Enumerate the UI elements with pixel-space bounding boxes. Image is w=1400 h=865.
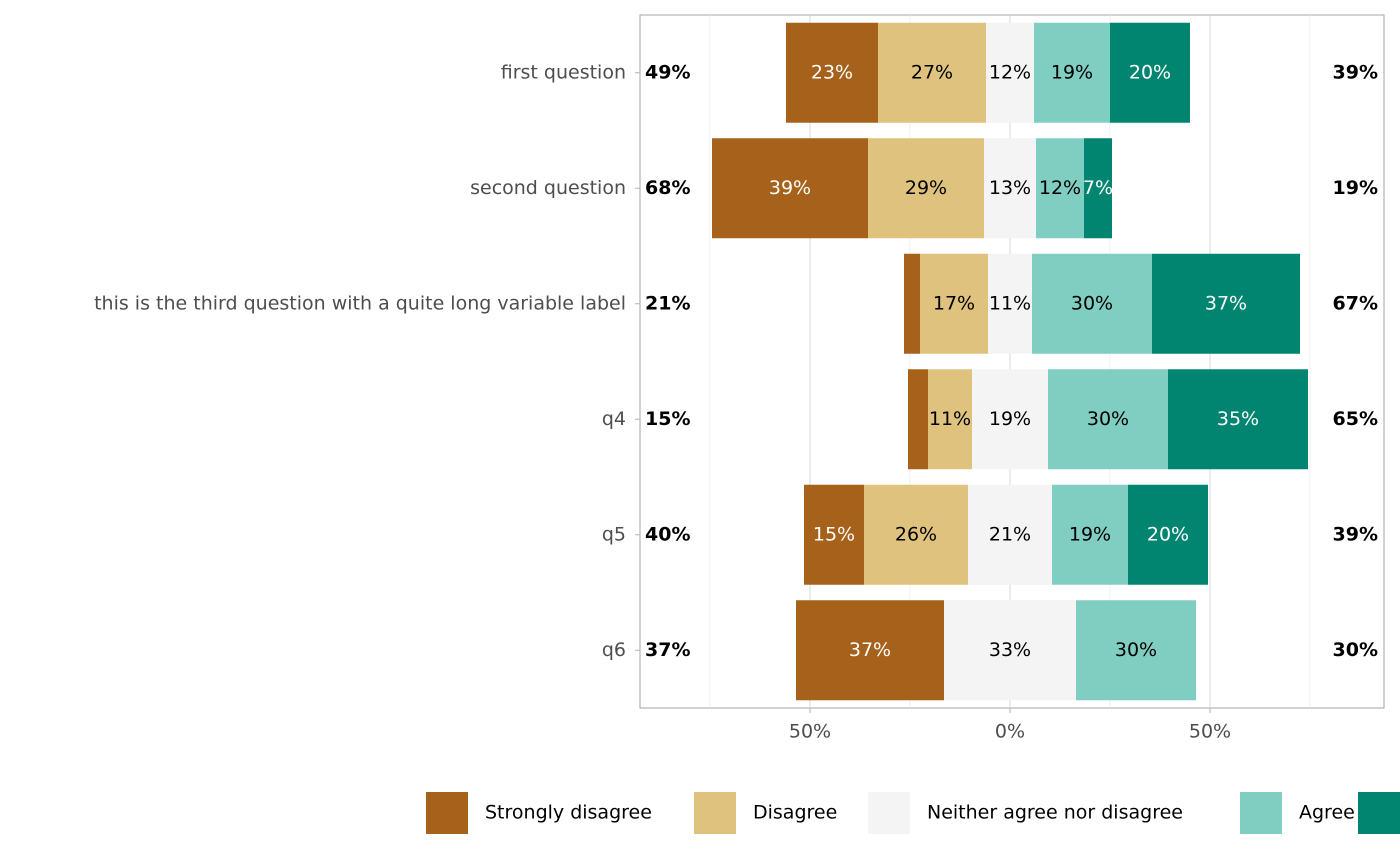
bar-segment <box>988 253 1032 354</box>
value-label: 13% <box>989 177 1031 199</box>
x-tick-label: 0% <box>995 721 1025 743</box>
value-label: 19% <box>1051 61 1093 83</box>
legend-swatch <box>1240 792 1282 834</box>
y-tick-label: q6 <box>602 639 626 661</box>
bar-segment <box>1076 600 1196 701</box>
bar-segment <box>878 22 986 123</box>
bar-segment <box>786 22 878 123</box>
value-label: 11% <box>929 408 971 430</box>
value-label: 12% <box>1039 177 1081 199</box>
bar-segment <box>712 138 868 239</box>
bar-segment <box>968 484 1052 585</box>
total-left: 21% <box>645 292 690 314</box>
x-tick-label: 50% <box>1189 721 1231 743</box>
legend-label: Disagree <box>753 802 837 824</box>
legend-label: Strongly disagree <box>485 802 652 824</box>
bar-segment <box>796 600 944 701</box>
total-right: 39% <box>1333 61 1378 83</box>
legend-swatch <box>868 792 910 834</box>
bar-segment <box>1084 138 1112 239</box>
value-label: 19% <box>1069 523 1111 545</box>
bar-segment <box>904 253 920 354</box>
bar-segment <box>1110 22 1190 123</box>
legend-label: Agree <box>1299 802 1355 824</box>
value-label: 30% <box>1071 292 1113 314</box>
total-left: 37% <box>645 639 690 661</box>
panel <box>639 14 1385 709</box>
y-tick-label: q5 <box>602 523 626 545</box>
bar-segment <box>804 484 864 585</box>
bar-segment <box>1168 369 1308 470</box>
total-right: 39% <box>1333 523 1378 545</box>
total-right: 67% <box>1333 292 1378 314</box>
value-label: 17% <box>933 292 975 314</box>
bar-segment <box>944 600 1076 701</box>
value-label: 29% <box>905 177 947 199</box>
bar-segment <box>908 369 928 470</box>
bar-segment <box>1034 22 1110 123</box>
value-label: 20% <box>1129 61 1171 83</box>
value-label: 30% <box>1087 408 1129 430</box>
value-label: 27% <box>911 61 953 83</box>
total-right: 30% <box>1333 639 1378 661</box>
value-label: 33% <box>989 639 1031 661</box>
bar-segment <box>984 138 1036 239</box>
value-label: 35% <box>1217 408 1259 430</box>
value-label: 37% <box>849 639 891 661</box>
total-left: 15% <box>645 408 690 430</box>
legend-swatch <box>1358 792 1400 834</box>
y-tick-label: q4 <box>602 408 626 430</box>
legend-swatch <box>426 792 468 834</box>
value-label: 11% <box>989 292 1031 314</box>
legend-label: Neither agree nor disagree <box>927 802 1183 824</box>
value-label: 21% <box>989 523 1031 545</box>
legend-swatch <box>694 792 736 834</box>
value-label: 7% <box>1083 177 1113 199</box>
bar-segment <box>920 253 988 354</box>
y-tick-label: first question <box>501 61 626 83</box>
bar-segment <box>972 369 1048 470</box>
bar-segment <box>928 369 972 470</box>
bar-segment <box>1152 253 1300 354</box>
bar-segment <box>1128 484 1208 585</box>
x-tick-label: 50% <box>789 721 831 743</box>
y-tick-label: this is the third question with a quite … <box>94 292 626 314</box>
bar-segment <box>868 138 984 239</box>
y-tick-label: second question <box>470 177 626 199</box>
value-label: 15% <box>813 523 855 545</box>
value-label: 12% <box>989 61 1031 83</box>
bar-segment <box>1052 484 1128 585</box>
bar-segment <box>1032 253 1152 354</box>
total-left: 49% <box>645 61 690 83</box>
total-left: 68% <box>645 177 690 199</box>
total-right: 19% <box>1333 177 1378 199</box>
bar-segment <box>986 22 1034 123</box>
bar-segment <box>1048 369 1168 470</box>
value-label: 23% <box>811 61 853 83</box>
value-label: 39% <box>769 177 811 199</box>
total-right: 65% <box>1333 408 1378 430</box>
value-label: 37% <box>1205 292 1247 314</box>
value-label: 19% <box>989 408 1031 430</box>
bar-segment <box>864 484 968 585</box>
value-label: 30% <box>1115 639 1157 661</box>
total-left: 40% <box>645 523 690 545</box>
value-label: 26% <box>895 523 937 545</box>
value-label: 20% <box>1147 523 1189 545</box>
bar-segment <box>1036 138 1084 239</box>
